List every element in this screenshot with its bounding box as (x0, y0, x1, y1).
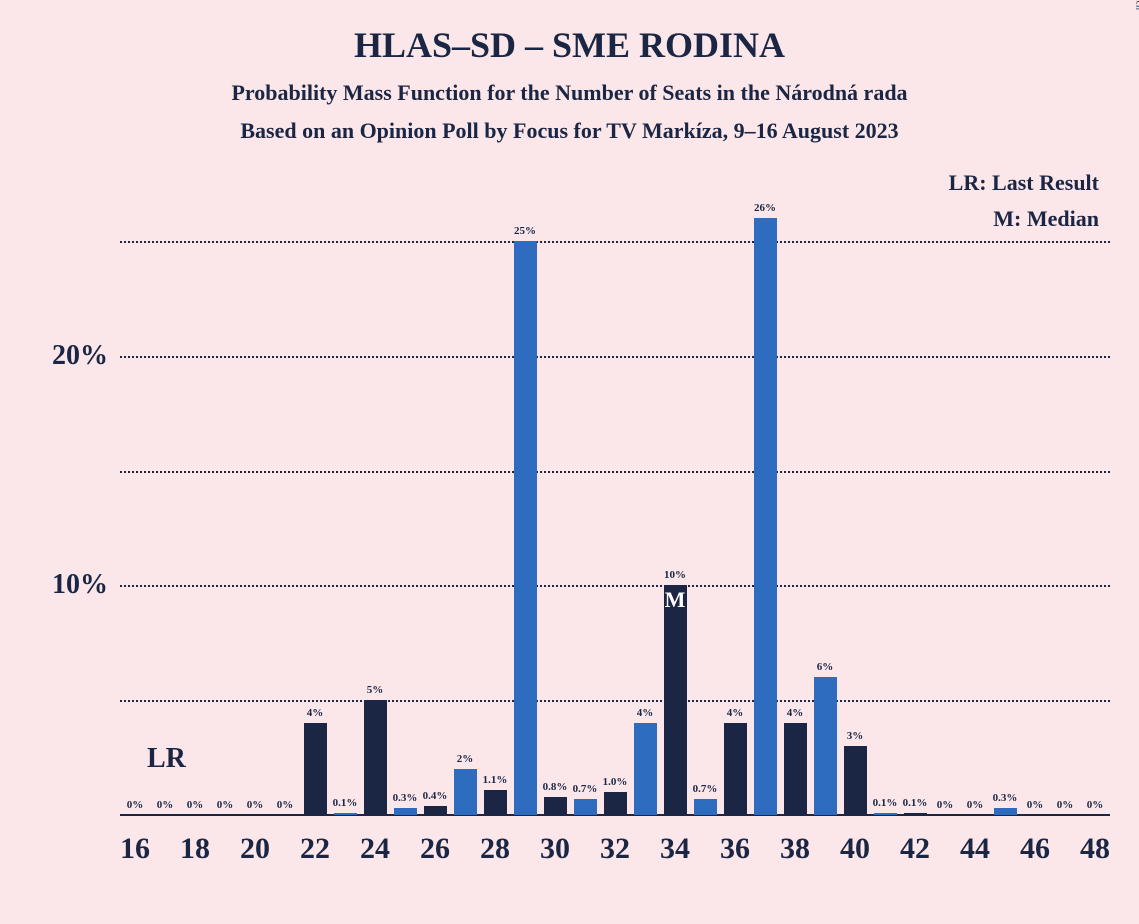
bar (694, 799, 717, 815)
bar (754, 218, 777, 815)
x-axis-tick-label: 48 (1080, 832, 1110, 866)
bar-value-label: 0% (1057, 799, 1074, 811)
bar (874, 813, 897, 815)
x-axis-tick-label: 22 (300, 832, 330, 866)
y-axis-tick-label: 10% (52, 569, 108, 601)
x-axis-tick-label: 34 (660, 832, 690, 866)
bar-value-label: 0.8% (543, 781, 568, 793)
chart-subtitle-2: Based on an Opinion Poll by Focus for TV… (0, 118, 1139, 144)
bar-value-label: 3% (847, 730, 864, 742)
bar (454, 769, 477, 815)
bar-value-label: 0% (157, 799, 174, 811)
bar (514, 241, 537, 815)
bar-value-label: 26% (754, 202, 776, 214)
bar-value-label: 0.3% (993, 792, 1018, 804)
bar-value-label: 0% (937, 799, 954, 811)
bar-value-label: 0% (217, 799, 234, 811)
bar-value-label: 25% (514, 225, 536, 237)
bar-value-label: 0% (967, 799, 984, 811)
x-axis-tick-label: 16 (120, 832, 150, 866)
bar (814, 677, 837, 815)
bar (784, 723, 807, 815)
bar (424, 806, 447, 815)
chart-plot-area: 0% 0% 0% 0% 0% 0% 4% 0.1% 5% 0.3% 0.4% 2% 1.1% 25% 0.8… (120, 195, 1110, 815)
bar-value-label: 0% (127, 799, 144, 811)
bar-value-label: 1.0% (603, 776, 628, 788)
bar-value-label: 0.1% (873, 797, 898, 809)
bar-value-label: 5% (367, 684, 384, 696)
median-marker: M (665, 587, 686, 613)
x-axis-tick-label: 42 (900, 832, 930, 866)
bar-value-label: 0.7% (693, 783, 718, 795)
chart-title: HLAS–SD – SME RODINA (0, 24, 1139, 66)
x-axis-tick-label: 30 (540, 832, 570, 866)
x-axis-tick-label: 28 (480, 832, 510, 866)
bar (394, 808, 417, 815)
bar (334, 813, 357, 815)
gridline (120, 356, 1110, 358)
bar (634, 723, 657, 815)
bar (904, 813, 927, 815)
bar (664, 585, 687, 815)
x-axis-tick-label: 46 (1020, 832, 1050, 866)
bar-value-label: 2% (457, 753, 474, 765)
bar-value-label: 0.3% (393, 792, 418, 804)
bar-value-label: 1.1% (483, 774, 508, 786)
bar-value-label: 6% (817, 661, 834, 673)
x-axis-tick-label: 24 (360, 832, 390, 866)
x-axis-tick-label: 26 (420, 832, 450, 866)
x-axis-tick-label: 18 (180, 832, 210, 866)
bar-value-label: 4% (787, 707, 804, 719)
x-axis-tick-label: 38 (780, 832, 810, 866)
bar-value-label: 0% (187, 799, 204, 811)
bar-value-label: 10% (664, 569, 686, 581)
x-axis-tick-label: 44 (960, 832, 990, 866)
gridline (120, 700, 1110, 702)
bar (304, 723, 327, 815)
x-axis-tick-label: 40 (840, 832, 870, 866)
bar (994, 808, 1017, 815)
x-axis-tick-label: 20 (240, 832, 270, 866)
gridline (120, 471, 1110, 473)
x-axis-tick-label: 36 (720, 832, 750, 866)
bar-value-label: 0% (1027, 799, 1044, 811)
bar-value-label: 0.1% (903, 797, 928, 809)
bar (484, 790, 507, 815)
bar-value-label: 0.4% (423, 790, 448, 802)
x-axis-tick-label: 32 (600, 832, 630, 866)
legend-last-result: LR: Last Result (949, 170, 1099, 196)
y-axis-tick-label: 20% (52, 340, 108, 372)
last-result-marker: LR (147, 743, 186, 775)
bar-value-label: 0% (247, 799, 264, 811)
bar (844, 746, 867, 815)
gridline (120, 585, 1110, 587)
bar-value-label: 4% (307, 707, 324, 719)
gridline (120, 241, 1110, 243)
bar-value-label: 0.1% (333, 797, 358, 809)
bar-value-label: 0% (1087, 799, 1104, 811)
copyright-text: © 2023 Filip van Laenen (1133, 0, 1139, 10)
bar (364, 700, 387, 815)
bar (574, 799, 597, 815)
bar-value-label: 0% (277, 799, 294, 811)
bar-value-label: 0.7% (573, 783, 598, 795)
bar-value-label: 4% (727, 707, 744, 719)
bar (544, 797, 567, 815)
bar (724, 723, 747, 815)
bar-value-label: 4% (637, 707, 654, 719)
chart-subtitle-1: Probability Mass Function for the Number… (0, 80, 1139, 106)
bar (604, 792, 627, 815)
